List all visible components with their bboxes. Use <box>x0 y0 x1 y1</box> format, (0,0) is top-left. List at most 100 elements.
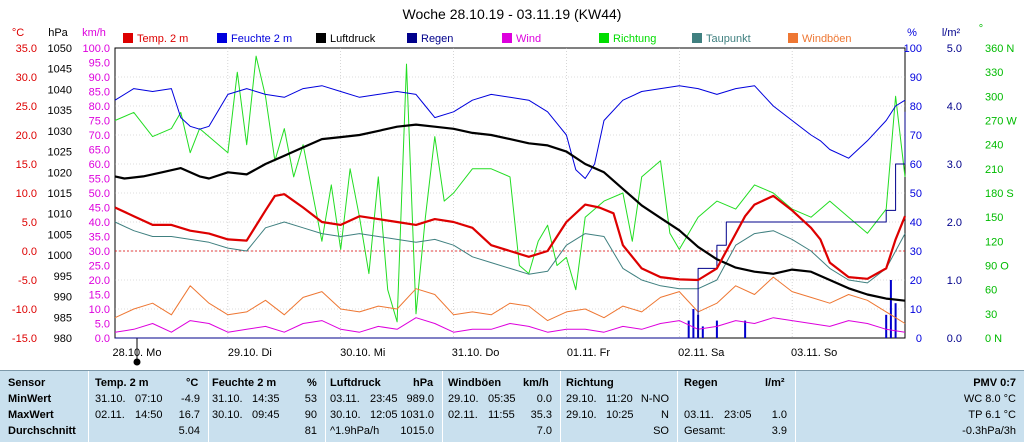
legend-label: Temp. 2 m <box>137 33 188 45</box>
stats-row-label-min: MinWert <box>8 393 52 405</box>
stats-rain-max-time: 23:05 <box>724 409 752 421</box>
stats-divider <box>795 371 796 442</box>
stats-gust-min-value: 0.0 <box>536 393 552 405</box>
stats-temp-min-value: -4.9 <box>181 393 200 405</box>
stats-temp-max-time: 14:50 <box>135 409 163 421</box>
series-pressure-line <box>114 123 906 302</box>
tick-label-wind: 85.0 <box>89 87 110 99</box>
tick-label-pressure: 1005 <box>48 229 72 241</box>
legend-swatch <box>692 33 702 43</box>
stats-press-min-value: 989.0 <box>406 393 434 405</box>
tick-label-wind: 95.0 <box>89 58 110 70</box>
rain-bar <box>687 320 690 338</box>
tick-label-wind: 70.0 <box>89 130 110 142</box>
stats-gust-avg-value: 7.0 <box>536 425 552 437</box>
stats-rain-max-value: 1.0 <box>771 409 787 421</box>
tick-label-wind: 50.0 <box>89 188 110 200</box>
tick-label-pressure: 1050 <box>48 43 72 55</box>
stats-gust-max-time: 11:55 <box>488 409 515 421</box>
stats-dir-max-date: 29.10. <box>566 409 597 421</box>
series-humidity-line <box>114 85 906 179</box>
tick-label-wind: 0.0 <box>95 333 110 345</box>
tick-label-pressure: 1025 <box>48 147 72 159</box>
stats-divider <box>208 371 209 442</box>
stats-hum-max-time: 09:45 <box>252 409 280 421</box>
legend-label: Richtung <box>613 33 656 45</box>
tick-label-wind: 100.0 <box>82 43 110 55</box>
stats-dir-max-value: N <box>661 409 669 421</box>
tick-label-wind: 30.0 <box>89 246 110 258</box>
tick-label-wind: 60.0 <box>89 159 110 171</box>
x-axis-label: 31.10. Do <box>452 347 500 359</box>
tick-label-direction: 180 S <box>985 188 1014 200</box>
tick-label-direction: 210 <box>985 164 1003 176</box>
rain-bar <box>889 280 892 338</box>
tick-label-pressure: 1045 <box>48 64 72 76</box>
tick-label-temp: -5.0 <box>18 275 37 287</box>
tick-label-direction: 90 O <box>985 261 1009 273</box>
rain-bar <box>894 303 897 338</box>
rain-bar <box>885 314 888 338</box>
series-temperature-line <box>114 193 907 282</box>
x-axis-label: 02.11. Sa <box>678 347 725 359</box>
tick-label-direction: 0 N <box>985 333 1002 345</box>
rain-bar <box>744 320 747 338</box>
stats-press-trend: ^1.9hPa/h <box>330 425 380 437</box>
tick-label-humidity: 100 <box>904 43 922 55</box>
tick-label-rain: 1.0 <box>947 275 962 287</box>
stats-temp-max-value: 16.7 <box>178 409 200 421</box>
stats-header-gusts-unit: km/h <box>523 377 549 389</box>
legend-swatch <box>217 33 227 43</box>
series-wind-line <box>114 317 906 333</box>
stats-header-humidity-unit: % <box>307 377 317 389</box>
tick-label-rain: 5.0 <box>947 43 962 55</box>
stats-hum-max-date: 30.10. <box>212 409 243 421</box>
tick-label-wind: 10.0 <box>89 304 110 316</box>
tick-label-pressure: 1040 <box>48 84 72 96</box>
tick-label-direction: 270 W <box>985 116 1017 128</box>
stats-press-max-time: 12:05 <box>370 409 398 421</box>
rain-bar <box>701 326 704 338</box>
legend-swatch <box>599 33 609 43</box>
tick-label-wind: 35.0 <box>89 232 110 244</box>
legend-swatch <box>502 33 512 43</box>
stats-hum-min-value: 53 <box>304 393 317 405</box>
stats-header-rain: Regen <box>684 377 718 389</box>
chart-title: Woche 28.10.19 - 03.11.19 (KW44) <box>403 6 622 22</box>
stats-header-pmv: PMV 0:7 <box>973 377 1016 389</box>
stats-dir-min-time: 11:20 <box>606 393 633 405</box>
tick-label-humidity: 40 <box>910 217 922 229</box>
tick-label-direction: 120 <box>985 236 1003 248</box>
tick-label-temp: -10.0 <box>12 304 37 316</box>
stats-header-pressure-unit: hPa <box>413 377 434 389</box>
tick-label-temp: -15.0 <box>12 333 37 345</box>
tick-label-rain: 4.0 <box>947 101 962 113</box>
tick-label-wind: 80.0 <box>89 101 110 113</box>
tick-label-pressure: 1015 <box>48 188 72 200</box>
stats-temp-min-time: 07:10 <box>135 393 163 405</box>
tick-label-direction: 30 <box>985 309 997 321</box>
stats-hum-min-date: 31.10. <box>212 393 243 405</box>
stats-divider <box>677 371 678 442</box>
legend-swatch <box>407 33 417 43</box>
tick-label-temp: 35.0 <box>16 43 37 55</box>
stats-header-direction: Richtung <box>566 377 614 389</box>
stats-gust-max-value: 35.3 <box>530 409 552 421</box>
tick-label-wind: 20.0 <box>89 275 110 287</box>
stats-header-temp-unit: °C <box>186 377 199 389</box>
legend-label: Wind <box>516 33 541 45</box>
tick-label-humidity: 70 <box>910 130 922 142</box>
tick-label-temp: 10.0 <box>16 188 37 200</box>
tick-label-wind: 5.0 <box>95 319 110 331</box>
tick-label-direction: 60 <box>985 285 997 297</box>
stats-divider <box>560 371 561 442</box>
stats-dir-min-value: N-NO <box>640 393 669 405</box>
stats-pressure-trend: -0.3hPa/3h <box>962 425 1016 437</box>
stats-press-max-date: 30.10. <box>330 409 361 421</box>
axis-title-wind: km/h <box>82 27 106 39</box>
stats-rain-total-value: 3.9 <box>771 425 787 437</box>
axis-title-humidity: % <box>907 27 917 39</box>
legend-label: Windböen <box>802 33 852 45</box>
series-dewpoint-line <box>114 221 906 290</box>
tick-label-rain: 3.0 <box>947 159 962 171</box>
